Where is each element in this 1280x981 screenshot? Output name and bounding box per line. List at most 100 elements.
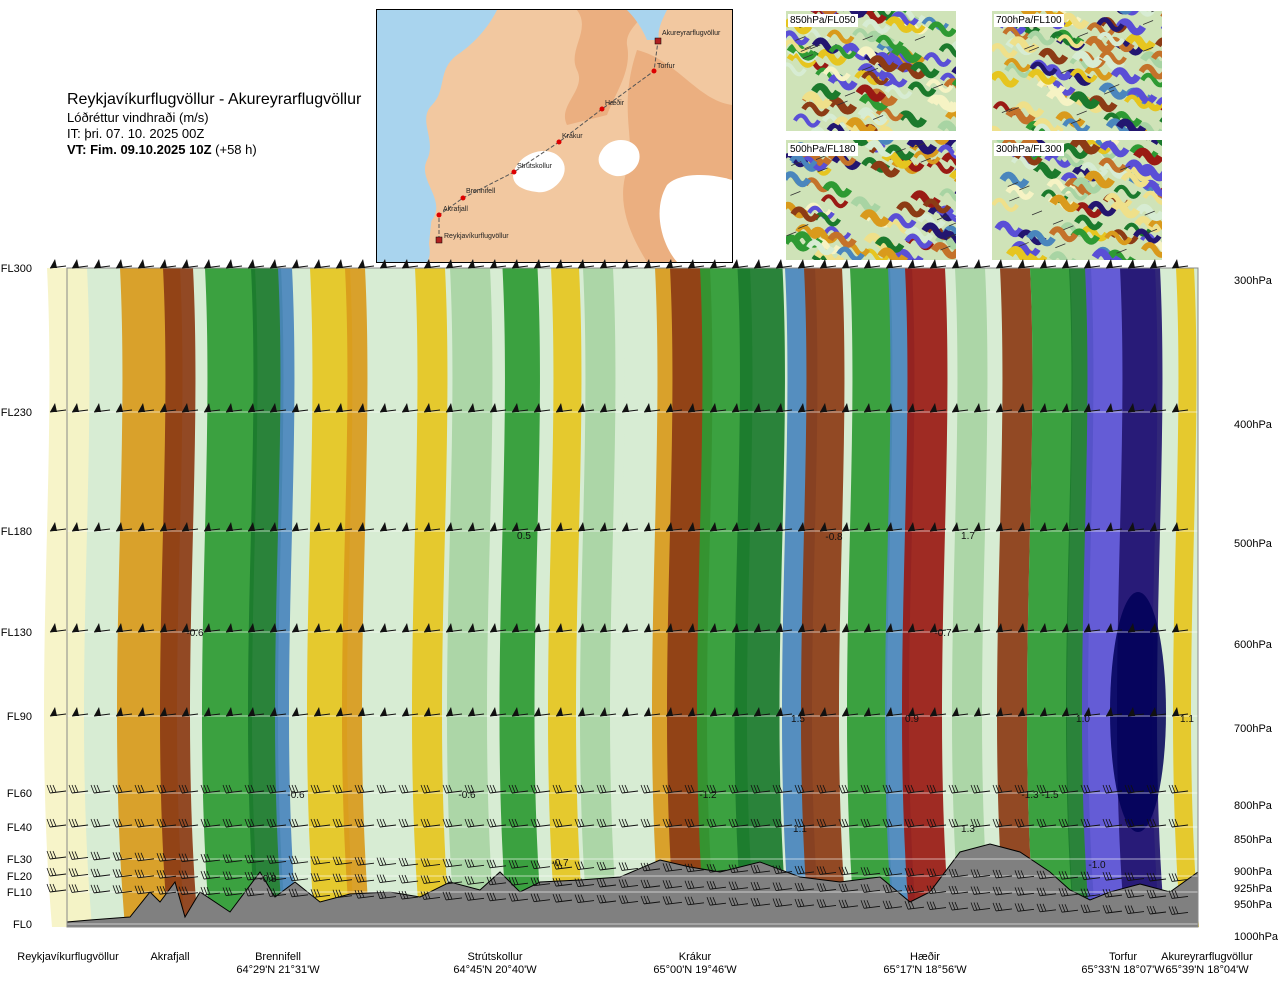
wind-barb xyxy=(1168,873,1189,882)
wind-barb xyxy=(1039,522,1057,532)
mini-map-barb xyxy=(1007,182,1018,187)
route-map: Reykjavíkurflugvöllur Akrafjall Brennifell… xyxy=(376,9,733,263)
mini-map-barb xyxy=(790,191,801,196)
wind-barb xyxy=(335,623,353,633)
wind-barb xyxy=(1146,905,1167,915)
wind-barb xyxy=(929,707,947,717)
wind-barb xyxy=(379,403,397,413)
mini-map-stroke xyxy=(877,140,894,145)
wind-barb xyxy=(244,871,265,881)
wind-barb xyxy=(181,522,199,532)
wind-barb xyxy=(1146,784,1167,794)
mini-map-stroke xyxy=(1049,194,1080,213)
wind-barb xyxy=(1014,818,1035,828)
wind-barb xyxy=(1017,259,1035,269)
wind-barb xyxy=(222,871,243,880)
mini-map-stroke xyxy=(1027,68,1057,85)
mini-map-stroke xyxy=(1005,184,1035,200)
mini-map-850-svg xyxy=(786,11,956,131)
mini-map-stroke xyxy=(1020,11,1038,17)
map-station-label: Akureyrarflugvöllur xyxy=(662,30,721,37)
wind-barb xyxy=(511,403,529,413)
y-level-right-label: 900hPa xyxy=(1234,866,1273,878)
mini-map-barb xyxy=(1060,68,1071,74)
mini-map-stroke xyxy=(1026,230,1056,247)
mini-map-barb xyxy=(810,44,821,50)
wind-barb xyxy=(662,863,683,872)
wind-barb xyxy=(819,623,837,633)
wind-barb xyxy=(863,623,881,633)
mini-map-barb xyxy=(1109,84,1120,89)
wind-barb xyxy=(907,259,925,269)
wind-barb xyxy=(1061,623,1079,633)
mini-map-stroke xyxy=(822,181,853,198)
wind-barb xyxy=(753,623,771,633)
mini-map-barb xyxy=(802,54,813,59)
wind-barb xyxy=(1014,903,1035,912)
y-level-right-label: 600hPa xyxy=(1234,639,1273,651)
wind-barb xyxy=(442,891,463,901)
mini-map-barb xyxy=(872,115,884,120)
wind-barb xyxy=(178,886,199,896)
wind-barb xyxy=(376,890,397,900)
wind-barb xyxy=(992,869,1013,879)
mini-map-850: 850hPa/FL050 xyxy=(786,11,956,131)
wind-barb xyxy=(445,403,463,413)
mini-map-stroke xyxy=(1002,26,1031,41)
route-line xyxy=(438,40,659,240)
wind-barb xyxy=(555,403,573,413)
wind-barb xyxy=(1058,871,1079,880)
wind-barb xyxy=(794,865,815,875)
wind-barb xyxy=(1124,872,1145,882)
mini-map-barb xyxy=(1028,46,1039,52)
wind-barb xyxy=(841,707,859,717)
wind-barb xyxy=(269,707,287,717)
wind-barb xyxy=(665,403,683,413)
mini-map-stroke xyxy=(1080,225,1110,242)
wind-barb xyxy=(995,623,1013,633)
wind-barb xyxy=(354,818,375,828)
wind-barb xyxy=(313,522,331,532)
mini-map-stroke xyxy=(1069,91,1101,110)
mini-map-barb xyxy=(804,44,815,50)
wind-barb xyxy=(621,707,639,717)
wind-barb xyxy=(332,784,353,794)
mini-map-stroke xyxy=(1098,162,1129,179)
wind-barb xyxy=(442,818,463,828)
axes: FL300 FL230 FL180 FL130 FL90 FL60 FL40 FL30 FL20… xyxy=(1,263,1279,976)
wind-barb xyxy=(555,623,573,633)
wind-barb xyxy=(401,522,419,532)
wind-barb xyxy=(379,623,397,633)
velocity-core xyxy=(1110,592,1166,832)
wind-barb xyxy=(1014,784,1035,794)
wind-barb xyxy=(1149,623,1167,633)
wind-barb xyxy=(863,522,881,532)
wind-barb xyxy=(159,403,177,413)
wind-barb xyxy=(115,259,133,269)
mini-map-barb xyxy=(1142,46,1154,52)
mini-map-stroke xyxy=(1125,33,1156,52)
wind-barb xyxy=(552,877,573,887)
wind-barb xyxy=(621,623,639,633)
value-label: 0.5 xyxy=(517,531,531,542)
value-label: -0.6 xyxy=(287,790,305,801)
wind-barb xyxy=(376,818,397,828)
mini-map-barb xyxy=(817,167,828,173)
wind-barb xyxy=(90,784,111,794)
mini-map-stroke xyxy=(1124,11,1139,16)
wind-barb xyxy=(1127,707,1145,717)
wind-barb xyxy=(728,864,749,874)
wind-barb xyxy=(464,892,485,901)
mini-map-stroke xyxy=(1009,36,1040,53)
wind-barb xyxy=(464,876,485,885)
mini-map-stroke xyxy=(1085,35,1116,53)
wind-barb xyxy=(445,259,463,269)
wind-barb xyxy=(159,522,177,532)
map-station-marker xyxy=(556,139,562,145)
wind-barb xyxy=(225,623,243,633)
wind-barb xyxy=(288,888,309,898)
wind-barb xyxy=(112,869,133,878)
mini-map-stroke xyxy=(949,170,956,180)
wind-barb xyxy=(731,623,749,633)
value-label: -0.6 xyxy=(458,790,476,801)
